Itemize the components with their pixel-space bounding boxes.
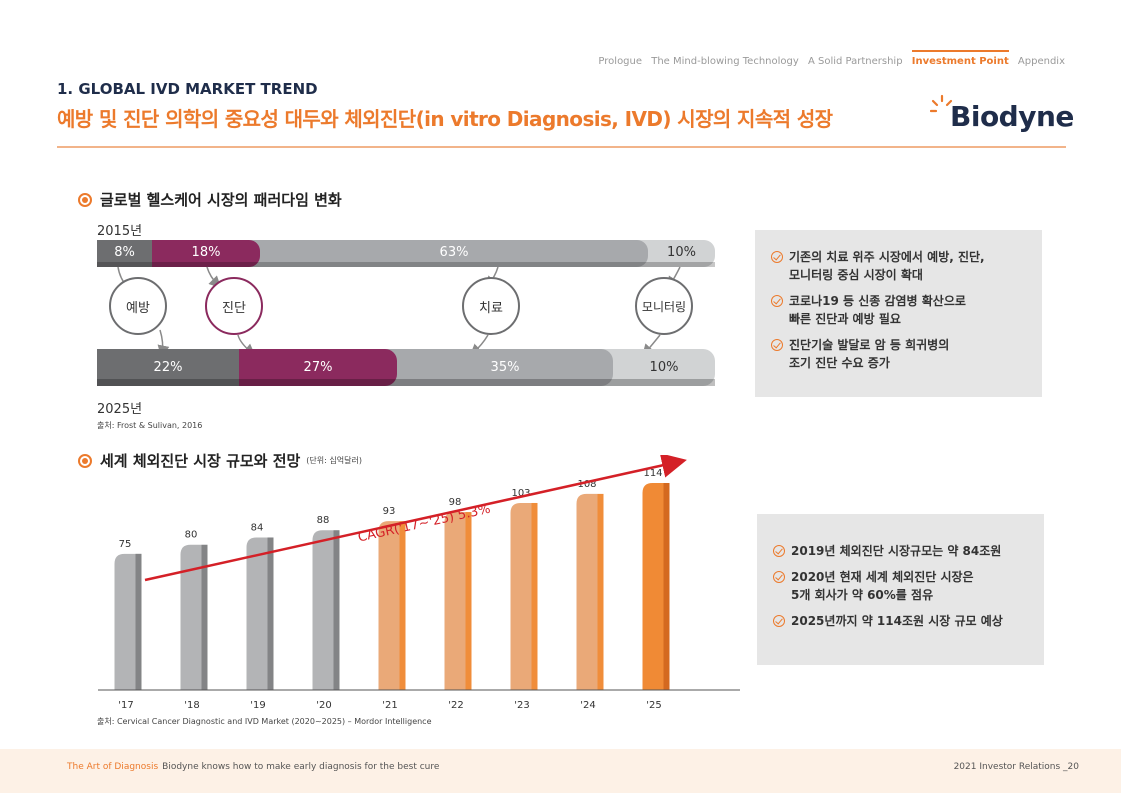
page-number: 2021 Investor Relations _20 (953, 762, 1079, 772)
top-label-prevention: 8% (114, 244, 135, 260)
year-2015: 2015년 (97, 224, 143, 239)
bottom-bar-prevention (97, 349, 239, 386)
market-unit: (단위: 십억달러) (306, 456, 362, 465)
nav-prologue[interactable]: Prologue (598, 56, 643, 67)
bottom-bar-shadow (97, 379, 715, 386)
circle-treatment: 치료 (462, 277, 520, 335)
nav-partnership[interactable]: A Solid Partnership (807, 56, 903, 67)
summary-box-market: 2019년 체외진단 시장규모는 약 84조원 2020년 현재 세계 체외진단… (757, 514, 1044, 665)
circle-diagnosis: 진단 (205, 277, 263, 335)
bullet-icon (78, 453, 92, 468)
bottom-label-monitoring: 10% (649, 359, 679, 375)
top-label-monitoring: 10% (667, 244, 696, 260)
bar-side-'21 (399, 521, 406, 690)
footer-tagline-group: The Art of Diagnosis Biodyne knows how to… (67, 762, 439, 772)
bar-side-'20 (333, 530, 340, 690)
bar-value-label: 93 (383, 506, 396, 517)
bar-side-'18 (201, 544, 208, 690)
bullet-icon (78, 192, 92, 207)
summary-item: 2025년까지 약 114조원 시장 규모 예상 (773, 612, 1028, 630)
section-title: 1. GLOBAL IVD MARKET TREND (57, 80, 318, 98)
sun-icon (930, 94, 953, 113)
summary-item: 2020년 현재 세계 체외진단 시장은 5개 회사가 약 60%를 점유 (773, 568, 1028, 604)
bar-value-label: 75 (119, 539, 132, 550)
bar-value-label: 98 (449, 497, 462, 508)
bar-value-label: 103 (511, 488, 530, 499)
bar-'20 (312, 530, 334, 690)
bar-'18 (180, 544, 202, 690)
market-source: 출처: Cervical Cancer Diagnostic and IVD M… (97, 717, 432, 726)
x-tick-label: '18 (184, 700, 199, 711)
bar-value-label: 80 (185, 530, 198, 541)
x-tick-label: '17 (118, 700, 133, 711)
summary-item: 2019년 체외진단 시장규모는 약 84조원 (773, 542, 1028, 560)
bar-'24 (576, 493, 598, 690)
x-tick-label: '25 (646, 700, 661, 711)
x-tick-label: '22 (448, 700, 463, 711)
summary-item: 기존의 치료 위주 시장에서 예방, 진단, 모니터링 중심 시장이 확대 (771, 248, 1026, 284)
circle-prevention: 예방 (109, 277, 167, 335)
top-bar-prevention (97, 240, 152, 267)
cagr-arrow (144, 455, 687, 582)
bar-side-'17 (135, 553, 142, 690)
check-icon (771, 295, 783, 307)
x-tick-label: '21 (382, 700, 397, 711)
market-heading: 세계 체외진단 시장 규모와 전망 (단위: 십억달러) (78, 450, 362, 471)
paradigm-title: 글로벌 헬스케어 시장의 패러다임 변화 (100, 191, 342, 209)
bar-'19 (246, 537, 268, 690)
bar-'25 (642, 483, 664, 690)
market-title: 세계 체외진단 시장 규모와 전망 (100, 452, 301, 470)
bar-side-'19 (267, 537, 274, 690)
top-label-diagnosis: 18% (191, 244, 221, 260)
market-size-chart: 75 '17 80 '18 84 '19 88 '20 93 '21 98 '22 103 '23 108 '… (98, 455, 740, 711)
bar-value-label: 114 (643, 468, 662, 479)
bar-value-label: 108 (577, 479, 596, 490)
paradigm-heading: 글로벌 헬스케어 시장의 패러다임 변화 (78, 189, 342, 210)
bar-side-'24 (597, 493, 604, 690)
nav-appendix[interactable]: Appendix (1017, 56, 1065, 67)
bar-value-label: 88 (317, 515, 330, 526)
check-icon (771, 339, 783, 351)
nav-investment-point[interactable]: Investment Point (911, 56, 1009, 67)
check-icon (773, 615, 785, 627)
bar-'22 (444, 512, 466, 690)
footer-tagline: The Art of Diagnosis (67, 762, 159, 772)
x-tick-label: '19 (250, 700, 265, 711)
bar-value-label: 84 (251, 522, 264, 533)
check-icon (773, 545, 785, 557)
check-icon (773, 571, 785, 583)
x-tick-label: '24 (580, 700, 595, 711)
top-nav: Prologue The Mind-blowing Technology A S… (592, 56, 1065, 67)
bottom-label-prevention: 22% (153, 359, 183, 375)
check-icon (771, 251, 783, 263)
bar-'23 (510, 502, 532, 690)
bottom-label-diagnosis: 27% (303, 359, 333, 375)
header-divider (57, 146, 1066, 148)
year-2025: 2025년 (97, 402, 143, 417)
bar-side-'25 (663, 483, 670, 690)
bar-'17 (114, 553, 136, 690)
logo-wordmark: Biodyne (950, 100, 1074, 133)
paradigm-graphic (97, 240, 715, 386)
bar-side-'23 (531, 502, 538, 690)
nav-technology[interactable]: The Mind-blowing Technology (651, 56, 799, 67)
top-label-treatment: 63% (439, 244, 469, 260)
bottom-label-treatment: 35% (490, 359, 520, 375)
footer-text: Biodyne knows how to make early diagnosi… (162, 762, 440, 772)
x-tick-label: '23 (514, 700, 529, 711)
summary-item: 진단기술 발달로 암 등 희귀병의 조기 진단 수요 증가 (771, 336, 1026, 372)
footer: The Art of Diagnosis Biodyne knows how to… (0, 749, 1121, 793)
cagr-annotation: CAGR('17~'25) 5.3% (357, 502, 492, 546)
page-headline: 예방 및 진단 의학의 중요성 대두와 체외진단(in vitro Diagno… (57, 107, 833, 131)
biodyne-logo: Biodyne (930, 94, 1074, 140)
summary-box-paradigm: 기존의 치료 위주 시장에서 예방, 진단, 모니터링 중심 시장이 확대 코로나… (755, 230, 1042, 397)
paradigm-source: 출처: Frost & Sulivan, 2016 (97, 421, 203, 430)
bar-'21 (378, 521, 400, 690)
bar-side-'22 (465, 512, 472, 690)
circle-monitoring: 모니터링 (635, 277, 693, 335)
summary-item: 코로나19 등 신종 감염병 확산으로 빠른 진단과 예방 필요 (771, 292, 1026, 328)
top-bar-shadow (97, 262, 715, 267)
x-tick-label: '20 (316, 700, 331, 711)
